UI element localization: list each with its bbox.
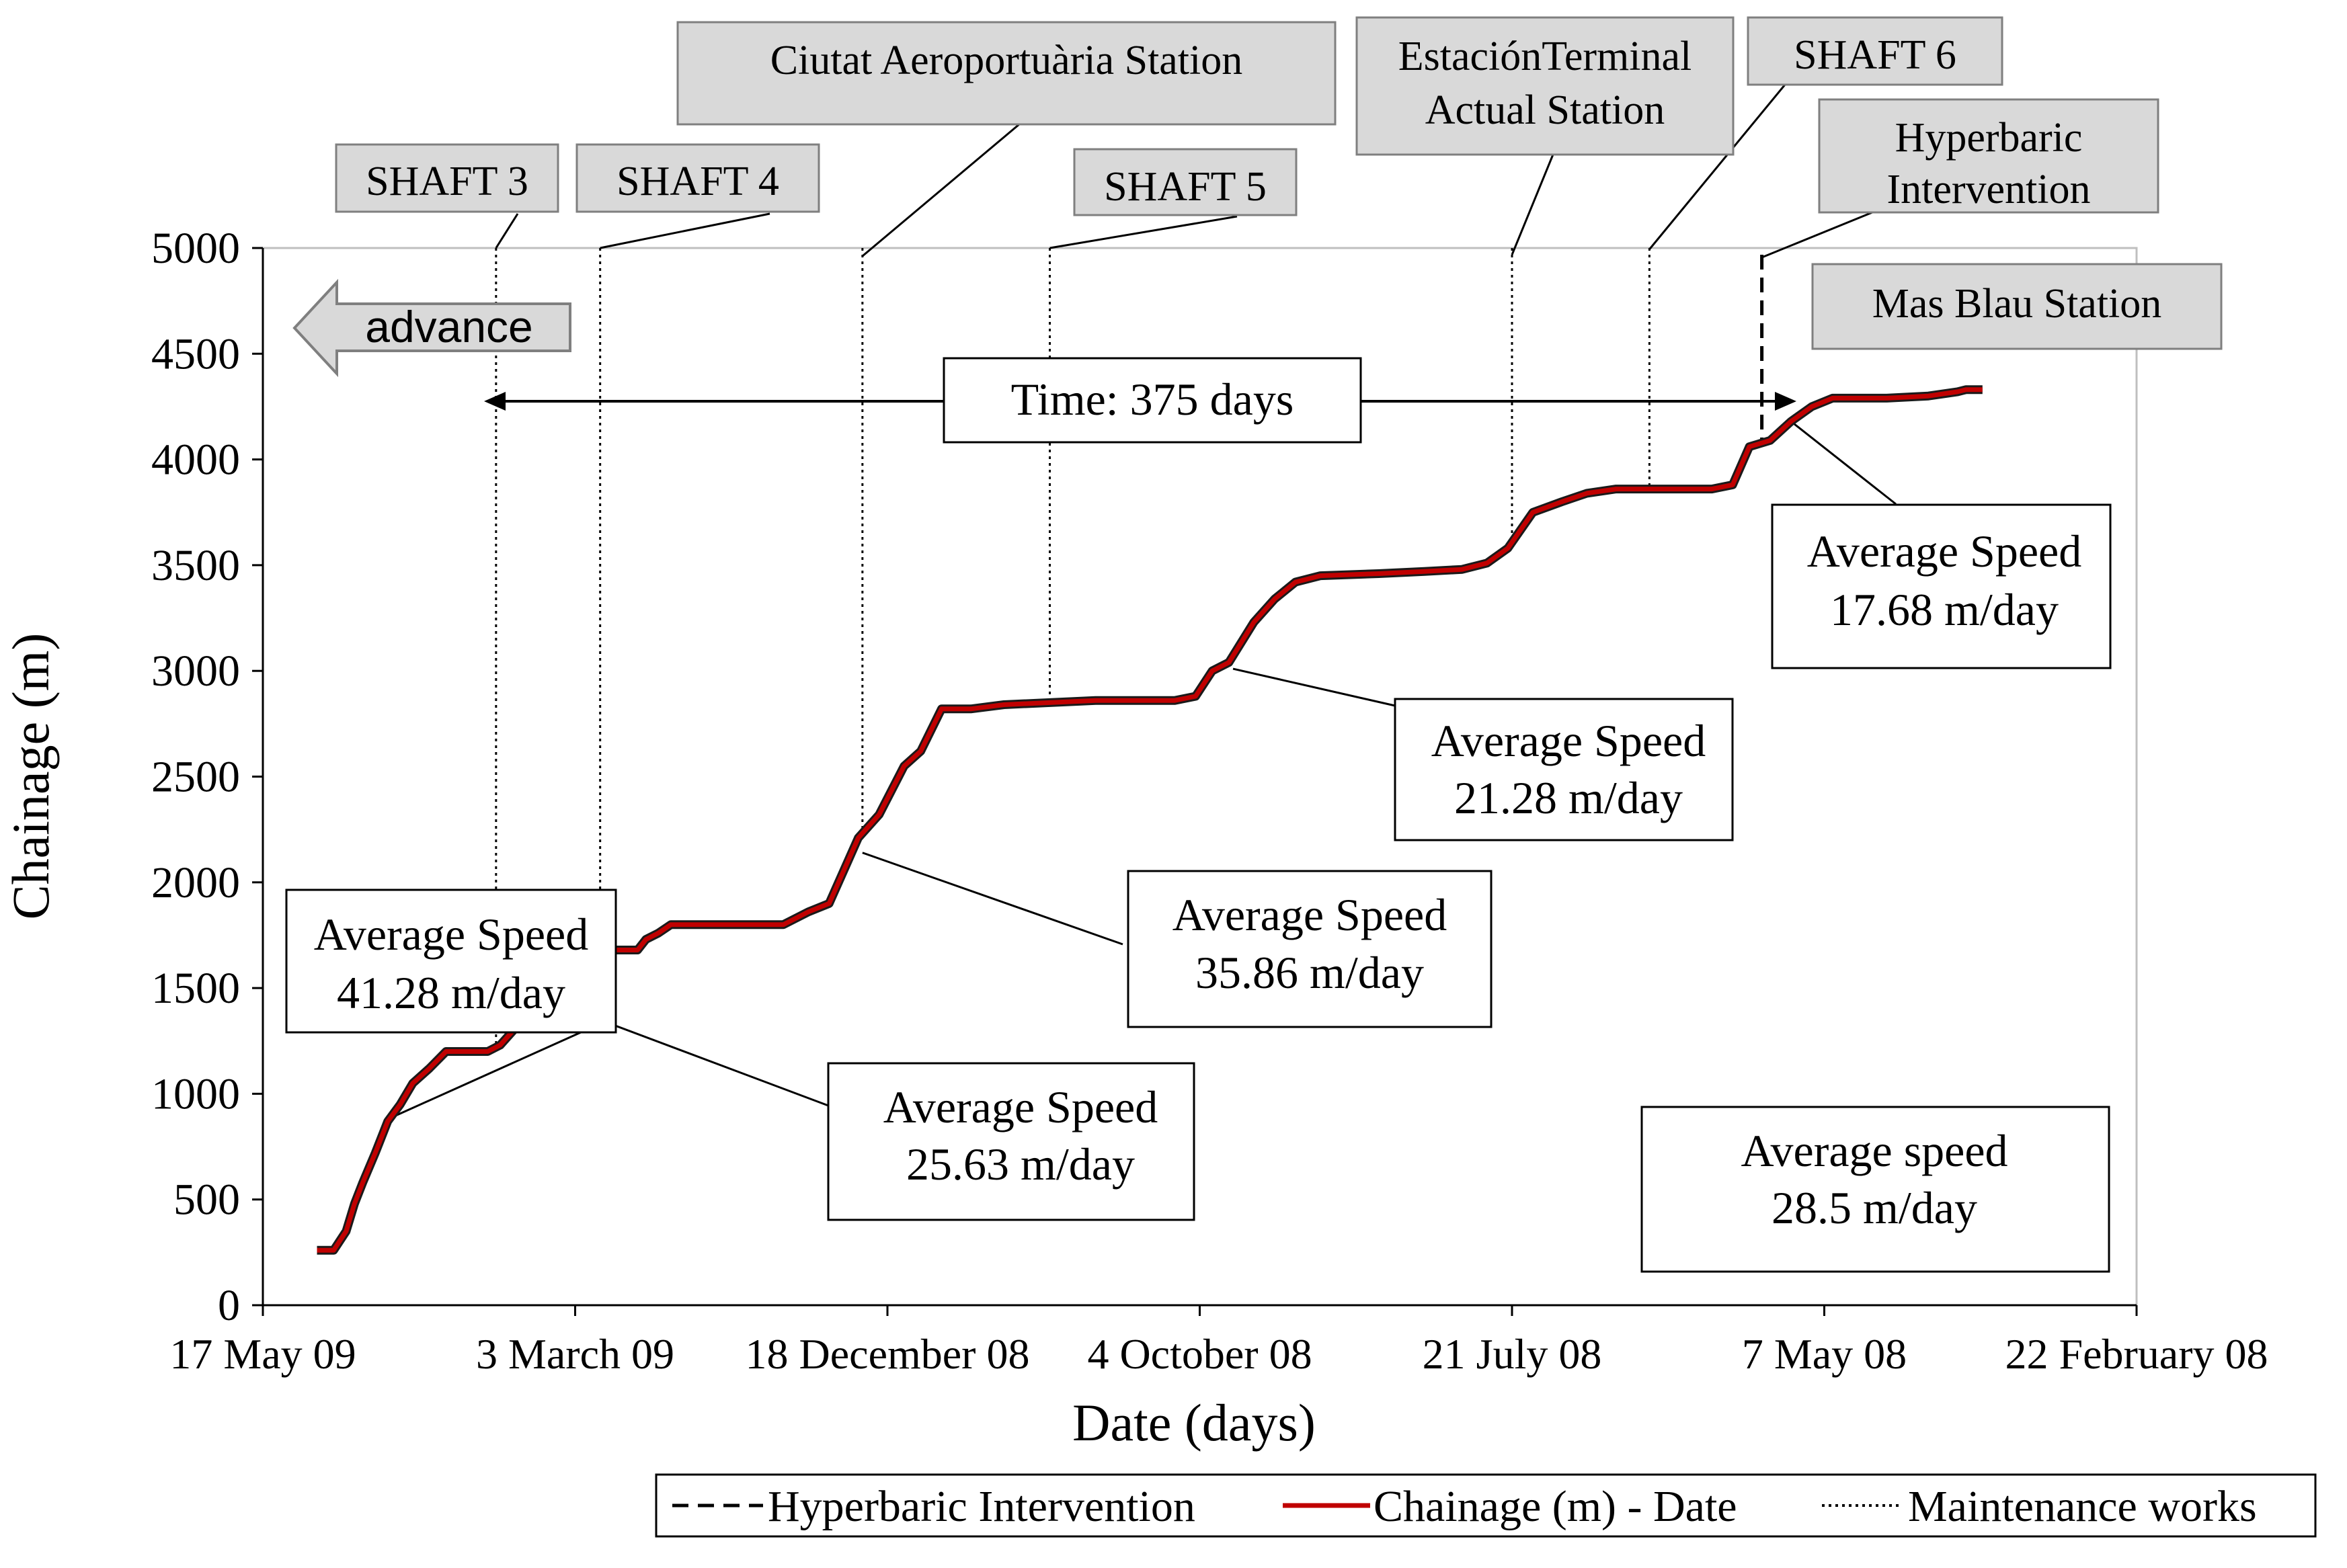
svg-text:Average Speed: Average Speed [1172, 889, 1447, 940]
callout-leader [1790, 420, 1897, 505]
y-axis-title: Chainage (m) [1, 633, 60, 920]
speed-box-5: Average Speed 17.68 m/day [1771, 503, 2112, 669]
callout-leader [1761, 211, 1873, 259]
svg-text:Ciutat Aeroportuària Station: Ciutat Aeroportuària Station [770, 38, 1243, 83]
svg-text:25.63 m/day: 25.63 m/day [906, 1139, 1135, 1190]
y-tick-label: 500 [173, 1175, 240, 1225]
svg-text:17.68 m/day: 17.68 m/day [1830, 584, 2059, 635]
marker-label-estacion-terminal: EstaciónTerminal Actual Station [1355, 16, 1735, 156]
svg-text:SHAFT 4: SHAFT 4 [616, 159, 779, 204]
x-tick-label: 7 May 08 [1742, 1330, 1907, 1378]
callout-leader [861, 123, 1020, 257]
callout-leader [862, 852, 1123, 946]
svg-text:28.5 m/day: 28.5 m/day [1772, 1182, 1977, 1233]
marker-label-shaft-3: SHAFT 3 [335, 143, 559, 213]
speed-box-4: Average Speed 21.28 m/day [1394, 698, 1734, 841]
legend-label-maintenance: Maintenance works [1908, 1482, 2257, 1531]
svg-text:Average speed: Average speed [1741, 1125, 2007, 1176]
marker-label-shaft-6: SHAFT 6 [1747, 16, 2003, 86]
y-axis: 0 500 1000 1500 2000 2500 3000 3500 4000 4500 5000 [151, 224, 264, 1330]
y-tick-label: 3500 [151, 541, 240, 590]
callout-leader [495, 213, 519, 249]
callout-leader [600, 212, 770, 249]
speed-box-3: Average Speed 35.86 m/day [1127, 870, 1493, 1028]
x-tick-label: 3 March 09 [476, 1330, 674, 1378]
svg-text:Average Speed: Average Speed [1807, 526, 2081, 577]
y-tick-label: 3000 [151, 647, 240, 696]
marker-label-ciutat-aeroportuaria: Ciutat Aeroportuària Station [676, 21, 1337, 126]
series-group [317, 385, 1983, 1255]
y-tick-label: 5000 [151, 224, 240, 273]
marker-label-hyperbaric: Hyperbaric Intervention [1818, 98, 2159, 214]
y-tick-label: 2500 [151, 753, 240, 802]
marker-label-shaft-5: SHAFT 5 [1073, 148, 1298, 216]
legend-label-hyperbaric: Hyperbaric Intervention [768, 1482, 1195, 1531]
callout-leader [1511, 154, 1554, 255]
chainage-series-line [317, 387, 1983, 1253]
svg-text:Actual Station: Actual Station [1425, 87, 1665, 133]
callout-leader [1648, 84, 1786, 250]
svg-text:41.28 m/day: 41.28 m/day [337, 967, 565, 1018]
x-tick-label: 4 October 08 [1087, 1330, 1312, 1378]
x-tick-label: 21 July 08 [1423, 1330, 1602, 1378]
svg-text:Average Speed: Average Speed [883, 1081, 1158, 1132]
time-span-label: Time: 375 days [1011, 374, 1294, 425]
speed-box-overall: Average speed 28.5 m/day [1640, 1106, 2110, 1273]
svg-text:Average Speed: Average Speed [1431, 715, 1706, 766]
x-tick-label: 22 February 08 [2005, 1330, 2268, 1378]
y-tick-label: 4500 [151, 329, 240, 378]
svg-text:21.28 m/day: 21.28 m/day [1454, 772, 1683, 823]
callout-leader [1049, 215, 1238, 249]
advance-label: advance [365, 302, 533, 352]
y-tick-label: 2000 [151, 858, 240, 907]
marker-label-shaft-4: SHAFT 4 [575, 143, 820, 213]
y-tick-label: 0 [218, 1281, 240, 1330]
svg-text:Average Speed: Average Speed [314, 909, 588, 960]
x-tick-label: 17 May 09 [169, 1330, 356, 1378]
svg-text:SHAFT 3: SHAFT 3 [366, 159, 528, 204]
station-label-mas-blau: Mas Blau Station [1811, 263, 2223, 350]
y-tick-label: 1500 [151, 964, 240, 1013]
callout-leader [387, 1031, 582, 1120]
svg-text:Hyperbaric: Hyperbaric [1895, 115, 2083, 161]
svg-text:Mas Blau Station: Mas Blau Station [1872, 281, 2162, 327]
legend: Hyperbaric Intervention Chainage (m) - D… [655, 1473, 2317, 1538]
advance-arrow: advance [292, 278, 571, 378]
svg-text:SHAFT 5: SHAFT 5 [1104, 164, 1267, 210]
x-tick-label: 18 December 08 [746, 1330, 1030, 1378]
callout-leader [1232, 667, 1396, 707]
svg-text:35.86 m/day: 35.86 m/day [1195, 947, 1424, 998]
y-tick-label: 4000 [151, 436, 240, 485]
legend-label-chainage: Chainage (m) - Date [1374, 1482, 1737, 1531]
svg-text:Intervention: Intervention [1886, 167, 2090, 212]
y-tick-label: 1000 [151, 1069, 240, 1118]
svg-text:SHAFT 6: SHAFT 6 [1794, 32, 1956, 78]
x-axis: 17 May 09 3 March 09 18 December 08 4 Octob… [169, 1304, 2268, 1378]
speed-box-2: Average Speed 25.63 m/day [827, 1062, 1195, 1221]
x-axis-title: Date (days) [1072, 1393, 1316, 1452]
time-span-arrow: Time: 375 days [484, 357, 1796, 444]
svg-text:EstaciónTerminal: EstaciónTerminal [1398, 34, 1692, 79]
speed-box-1: Average Speed 41.28 m/day [285, 889, 617, 1034]
